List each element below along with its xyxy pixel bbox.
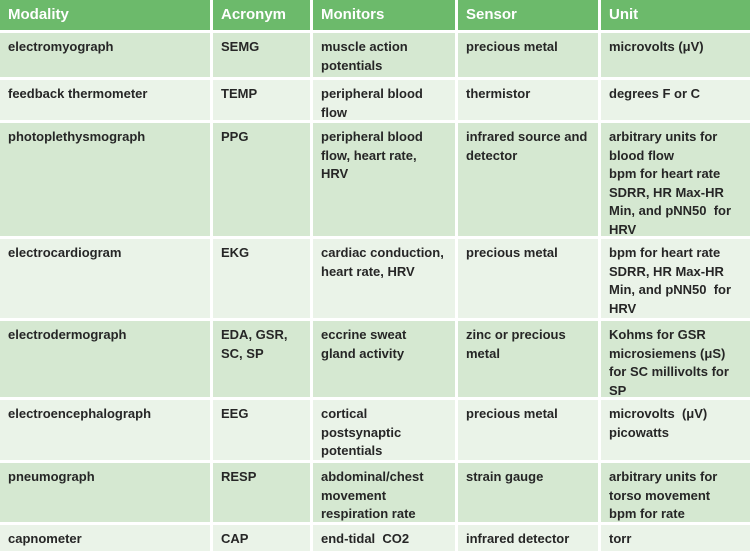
cell-monitors: end-tidal CO2 xyxy=(313,525,455,551)
table-row-pneumograph: pneumograph RESP abdominal/chest movemen… xyxy=(0,463,750,522)
column-header-monitors: Monitors xyxy=(313,0,455,30)
cell-modality: electromyograph xyxy=(0,33,210,77)
cell-modality: pneumograph xyxy=(0,463,210,522)
table-header-row: Modality Acronym Monitors Sensor Unit xyxy=(0,0,750,30)
table-row-electrodermograph: electrodermograph EDA, GSR, SC, SP eccri… xyxy=(0,321,750,397)
cell-sensor: thermistor xyxy=(458,80,598,120)
table-row-capnometer: capnometer CAP end-tidal CO2 infrared de… xyxy=(0,525,750,551)
cell-modality: feedback thermometer xyxy=(0,80,210,120)
cell-monitors: muscle action potentials xyxy=(313,33,455,77)
cell-monitors: peripheral blood flow, heart rate, HRV xyxy=(313,123,455,236)
cell-sensor: precious metal xyxy=(458,33,598,77)
cell-unit: microvolts (μV) xyxy=(601,33,750,77)
table-row-electrocardiogram: electrocardiogram EKG cardiac conduction… xyxy=(0,239,750,318)
cell-unit: arbitrary units for torso movement bpm f… xyxy=(601,463,750,522)
cell-unit: torr xyxy=(601,525,750,551)
cell-monitors: cardiac conduction, heart rate, HRV xyxy=(313,239,455,318)
cell-monitors: abdominal/chest movement respiration rat… xyxy=(313,463,455,522)
cell-sensor: infrared source and detector xyxy=(458,123,598,236)
column-header-sensor: Sensor xyxy=(458,0,598,30)
cell-unit: bpm for heart rate SDRR, HR Max-HR Min, … xyxy=(601,239,750,318)
cell-modality: capnometer xyxy=(0,525,210,551)
cell-unit: arbitrary units for blood flow bpm for h… xyxy=(601,123,750,236)
cell-sensor: infrared detector xyxy=(458,525,598,551)
table-row-photoplethysmograph: photoplethysmograph PPG peripheral blood… xyxy=(0,123,750,236)
cell-unit: microvolts (μV) picowatts xyxy=(601,400,750,460)
cell-acronym: SEMG xyxy=(213,33,310,77)
table-row-electroencephalograph: electroencephalograph EEG cortical posts… xyxy=(0,400,750,460)
cell-acronym: EKG xyxy=(213,239,310,318)
cell-monitors: cortical postsynaptic potentials xyxy=(313,400,455,460)
cell-unit: Kohms for GSR microsiemens (μS) for SC m… xyxy=(601,321,750,397)
cell-sensor: precious metal xyxy=(458,400,598,460)
cell-acronym: CAP xyxy=(213,525,310,551)
cell-monitors: peripheral blood flow xyxy=(313,80,455,120)
cell-sensor: zinc or precious metal xyxy=(458,321,598,397)
cell-monitors: eccrine sweat gland activity xyxy=(313,321,455,397)
cell-modality: electroencephalograph xyxy=(0,400,210,460)
cell-acronym: EEG xyxy=(213,400,310,460)
table-row-electromyograph: electromyograph SEMG muscle action poten… xyxy=(0,33,750,77)
cell-unit: degrees F or C xyxy=(601,80,750,120)
column-header-modality: Modality xyxy=(0,0,210,30)
table-row-feedback-thermometer: feedback thermometer TEMP peripheral blo… xyxy=(0,80,750,120)
cell-acronym: RESP xyxy=(213,463,310,522)
cell-acronym: EDA, GSR, SC, SP xyxy=(213,321,310,397)
cell-acronym: TEMP xyxy=(213,80,310,120)
column-header-acronym: Acronym xyxy=(213,0,310,30)
cell-modality: photoplethysmograph xyxy=(0,123,210,236)
column-header-unit: Unit xyxy=(601,0,750,30)
cell-sensor: strain gauge xyxy=(458,463,598,522)
cell-modality: electrodermograph xyxy=(0,321,210,397)
cell-acronym: PPG xyxy=(213,123,310,236)
cell-sensor: precious metal xyxy=(458,239,598,318)
cell-modality: electrocardiogram xyxy=(0,239,210,318)
